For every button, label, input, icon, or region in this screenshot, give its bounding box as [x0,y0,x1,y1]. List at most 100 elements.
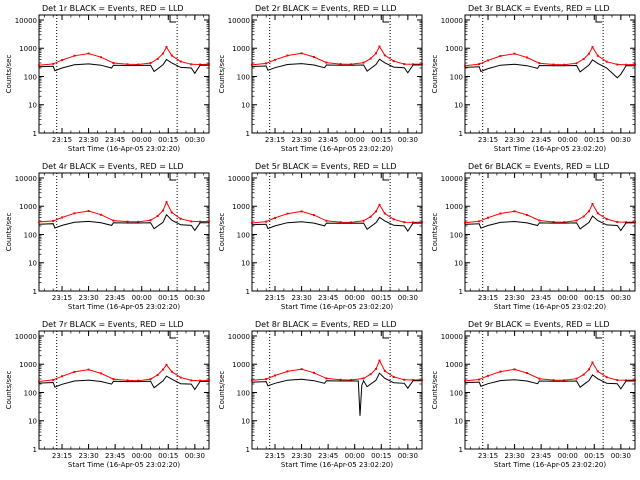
lld-point [61,216,64,219]
y-tick-label: 1 [246,446,250,454]
x-tick-label: 00:15 [584,136,604,144]
lld-point [362,377,365,380]
lld-point [421,378,423,381]
lld-point [575,62,578,65]
x-tick-label: 00:15 [158,452,178,460]
x-tick-label: 00:00 [558,136,578,144]
lld-point [634,220,636,223]
flag-marker [169,331,177,339]
chart-panel: Det 4r BLACK = Events, RED = LLD 1 10 100 10… [5,162,210,311]
lld-point [350,221,353,224]
lld-point [369,215,372,218]
lld-point [513,52,516,55]
lld-point [52,220,55,223]
y-tick-label: 10000 [441,175,463,183]
lld-point [383,369,386,372]
lld-point [374,367,377,370]
y-tick-label: 10 [241,260,250,268]
flag-marker [169,15,177,23]
y-tick-label: 100 [450,231,463,239]
y-tick-label: 1000 [232,45,250,53]
lld-point [179,217,182,220]
lld-point [99,213,102,216]
series-line-events [464,374,635,390]
plot-frame [38,172,210,292]
lld-point [591,46,594,49]
lld-point [112,219,115,222]
y-tick-label: 10000 [441,17,463,25]
lld-point [149,219,152,222]
chart-title: Det 7r BLACK = Events, RED = LLD [42,320,184,329]
lld-point [73,370,76,373]
lld-point [605,376,608,379]
lld-point [596,370,599,373]
lld-point [374,52,377,55]
x-tick-label: 00:30 [398,452,418,460]
y-tick-label: 1 [459,288,463,296]
x-tick-label: 23:15 [52,136,72,144]
series-line-lld [464,202,636,224]
lld-point [38,380,40,383]
y-axis-label: Counts/sec [218,213,226,252]
lld-point [525,372,528,375]
y-axis-label: Counts/sec [5,213,13,252]
lld-point [538,219,541,222]
series-line-lld [251,359,423,381]
flag-marker [595,173,603,181]
lld-point [265,62,268,65]
series-line-lld [251,203,423,224]
lld-point [412,379,415,382]
y-tick-label: 1000 [445,45,463,53]
x-tick-label: 23:45 [318,294,338,302]
y-axis-label: Counts/sec [431,371,439,410]
lld-point [87,52,90,55]
lld-point [421,63,423,66]
lld-point [392,218,395,221]
lld-point [563,221,566,224]
lld-point [587,210,590,213]
chart-title: Det 1r BLACK = Events, RED = LLD [42,4,184,13]
chart-panel: Det 7r BLACK = Events, RED = LLD 1 10 100 10… [5,320,210,469]
y-tick-label: 100 [237,73,250,81]
x-tick-label: 23:30 [504,452,524,460]
x-tick-label: 23:30 [78,294,98,302]
lld-point [499,370,502,373]
lld-point [403,63,406,66]
lld-point [61,59,64,62]
lld-point [625,379,628,382]
x-axis-label: Start Time (16-Apr-05 23:02:20) [68,461,180,469]
y-tick-label: 100 [237,389,250,397]
lld-point [350,63,353,66]
x-axis-label: Start Time (16-Apr-05 23:02:20) [494,303,606,311]
y-tick-label: 100 [24,231,37,239]
x-tick-label: 23:30 [504,136,524,144]
lld-point [170,370,173,373]
plot-frame [251,330,423,450]
chart-title: Det 8r BLACK = Events, RED = LLD [255,320,397,329]
plot-frame [464,330,636,450]
lld-point [165,201,168,204]
lld-point [575,377,578,380]
lld-point [563,63,566,66]
lld-point [538,62,541,65]
lld-point [161,368,164,371]
y-tick-label: 10 [241,102,250,110]
lld-point [179,376,182,379]
lld-point [587,52,590,55]
y-tick-label: 10000 [228,17,250,25]
lld-point [339,221,342,224]
lld-point [300,52,303,55]
y-tick-label: 1 [246,288,250,296]
series-line-lld [464,361,636,382]
x-axis-label: Start Time (16-Apr-05 23:02:20) [494,461,606,469]
x-tick-label: 00:00 [345,136,365,144]
y-tick-label: 10000 [228,175,250,183]
lld-point [378,203,381,206]
x-tick-label: 23:15 [478,452,498,460]
x-tick-label: 00:30 [611,294,631,302]
lld-point [552,379,555,382]
plot-frame [464,172,636,292]
lld-point [99,372,102,375]
lld-point [362,61,365,64]
y-axis-label: Counts/sec [5,371,13,410]
